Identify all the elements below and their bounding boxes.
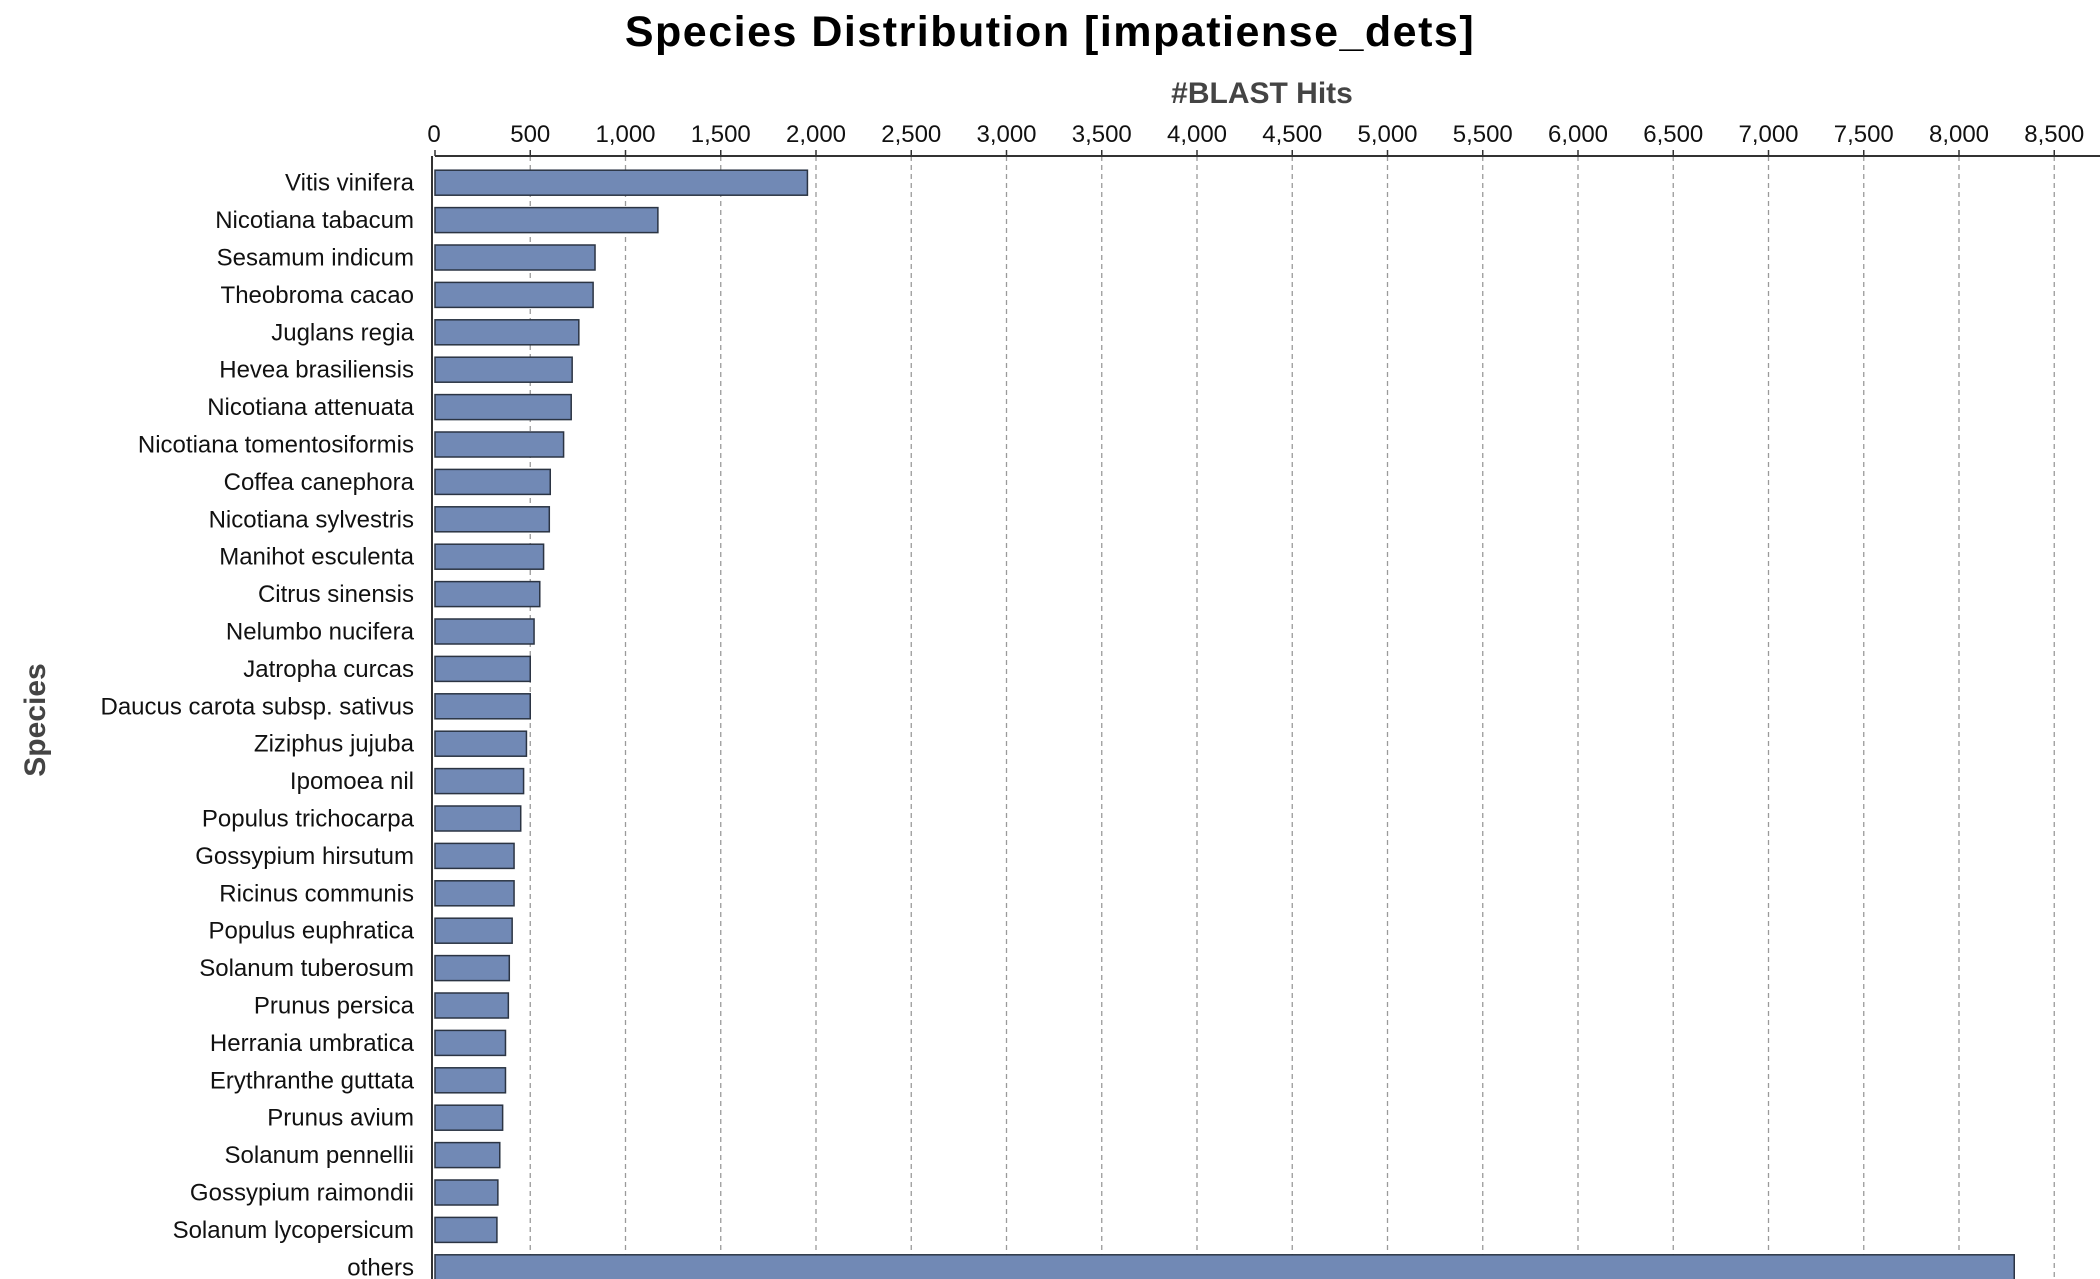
category-labels: Vitis vinifera Nicotiana tabacum Sesamum i… [101, 170, 415, 1279]
category-label: Ipomoea nil [290, 768, 414, 795]
x-tick-label: 4,500 [1262, 121, 1322, 148]
category-label: Nicotiana tabacum [215, 207, 414, 234]
bar [434, 1141, 501, 1169]
bar [434, 281, 594, 309]
bar [434, 468, 552, 496]
bar [434, 693, 531, 720]
bar [434, 767, 525, 795]
category-label: Erythranthe guttata [210, 1067, 415, 1094]
category-label: Nicotiana tomentosiformis [138, 432, 414, 459]
x-tick-label: 0 [427, 121, 440, 148]
bar [434, 618, 535, 645]
bar [434, 543, 545, 570]
x-tick-label: 3,000 [976, 121, 1036, 148]
category-label: Jatropha curcas [243, 656, 414, 683]
bar [434, 1067, 507, 1094]
category-label: Populus trichocarpa [202, 806, 415, 833]
x-tick-label: 5,500 [1453, 121, 1513, 148]
x-tick-label: 7,000 [1738, 121, 1798, 148]
bar [434, 244, 596, 271]
grid-lines [529, 156, 2055, 1279]
bar [434, 842, 515, 870]
category-label: others [347, 1254, 414, 1279]
y-axis-label: Species [19, 663, 52, 776]
category-label: Vitis vinifera [285, 170, 415, 197]
x-tick-label: 8,000 [1929, 121, 1989, 148]
bar [434, 356, 573, 383]
x-tick-label: 2,000 [786, 121, 846, 148]
x-tick-label: 5,000 [1357, 121, 1417, 148]
category-label: Coffea canephora [224, 469, 415, 496]
x-tick-labels: 0 500 1,000 1,500 2,000 2,500 3,000 3,500 4,000 4… [427, 121, 2084, 148]
bar [434, 506, 551, 533]
category-label: Juglans regia [271, 319, 414, 346]
chart-title: Species Distribution [impatiense_dets] [624, 8, 1476, 56]
bar [434, 393, 572, 421]
bar [434, 169, 809, 196]
bar [434, 917, 513, 944]
bar [434, 1029, 507, 1057]
bar [434, 992, 510, 1019]
x-tick-label: 6,000 [1548, 121, 1608, 148]
x-tick-label: 1,500 [691, 121, 751, 148]
bar [434, 319, 580, 346]
bars [434, 169, 2015, 1279]
category-label: Theobroma cacao [221, 282, 414, 309]
bar [434, 880, 515, 907]
category-label: Daucus carota subsp. sativus [101, 693, 415, 720]
x-axis-label: #BLAST Hits [1171, 77, 1353, 110]
bar [434, 805, 522, 832]
category-label: Nelumbo nucifera [226, 619, 415, 646]
category-label: Ziziphus jujuba [254, 731, 415, 758]
category-label: Prunus persica [254, 993, 415, 1020]
category-label: Herrania umbratica [210, 1030, 415, 1057]
category-label: Nicotiana attenuata [207, 394, 414, 421]
category-label: Manihot esculenta [219, 544, 414, 571]
bar [434, 1254, 2015, 1279]
category-label: Gossypium hirsutum [195, 843, 414, 870]
x-tick-label: 8,500 [2024, 121, 2084, 148]
bar [434, 431, 565, 458]
category-label: Ricinus communis [219, 880, 414, 907]
x-tick-label: 500 [510, 121, 550, 148]
category-label: Hevea brasiliensis [219, 357, 414, 384]
category-label: Sesamum indicum [217, 245, 414, 272]
category-label: Nicotiana sylvestris [209, 506, 414, 533]
bar [434, 1216, 498, 1244]
bar [434, 1179, 499, 1206]
category-label: Solanum lycopersicum [173, 1217, 414, 1244]
category-label: Prunus avium [267, 1105, 414, 1132]
bar [434, 954, 511, 982]
x-tick-label: 4,000 [1167, 121, 1227, 148]
bar [434, 580, 541, 608]
bar [434, 206, 659, 234]
bar [434, 1104, 504, 1131]
bar [434, 730, 528, 757]
x-tick-label: 3,500 [1072, 121, 1132, 148]
bar [434, 655, 531, 683]
x-tick-label: 7,500 [1834, 121, 1894, 148]
category-label: Gossypium raimondii [190, 1180, 414, 1207]
x-tick-label: 6,500 [1643, 121, 1703, 148]
category-label: Populus euphratica [209, 918, 415, 945]
x-tick-label: 1,000 [595, 121, 655, 148]
x-axis [434, 150, 2100, 157]
category-label: Solanum pennellii [225, 1142, 414, 1169]
category-label: Citrus sinensis [258, 581, 414, 608]
x-tick-label: 2,500 [881, 121, 941, 148]
category-label: Solanum tuberosum [199, 955, 414, 982]
